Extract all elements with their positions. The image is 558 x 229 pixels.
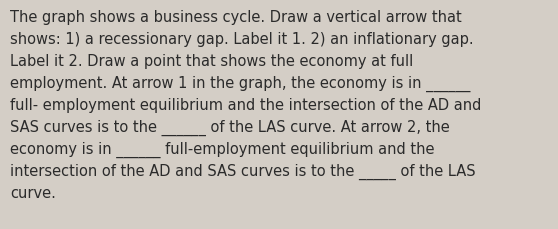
Text: economy is in ______ full-employment equilibrium and the: economy is in ______ full-employment equ… bbox=[10, 141, 435, 158]
Text: The graph shows a business cycle. Draw a vertical arrow that: The graph shows a business cycle. Draw a… bbox=[10, 10, 462, 25]
Text: curve.: curve. bbox=[10, 185, 56, 200]
Text: shows: 1) a recessionary gap. Label it 1. 2) an inflationary gap.: shows: 1) a recessionary gap. Label it 1… bbox=[10, 32, 474, 47]
Text: intersection of the AD and SAS curves is to the _____ of the LAS: intersection of the AD and SAS curves is… bbox=[10, 163, 475, 179]
Text: Label it 2. Draw a point that shows the economy at full: Label it 2. Draw a point that shows the … bbox=[10, 54, 413, 69]
Text: SAS curves is to the ______ of the LAS curve. At arrow 2, the: SAS curves is to the ______ of the LAS c… bbox=[10, 120, 450, 136]
Text: employment. At arrow 1 in the graph, the economy is in ______: employment. At arrow 1 in the graph, the… bbox=[10, 76, 470, 92]
Text: full- employment equilibrium and the intersection of the AD and: full- employment equilibrium and the int… bbox=[10, 98, 482, 112]
